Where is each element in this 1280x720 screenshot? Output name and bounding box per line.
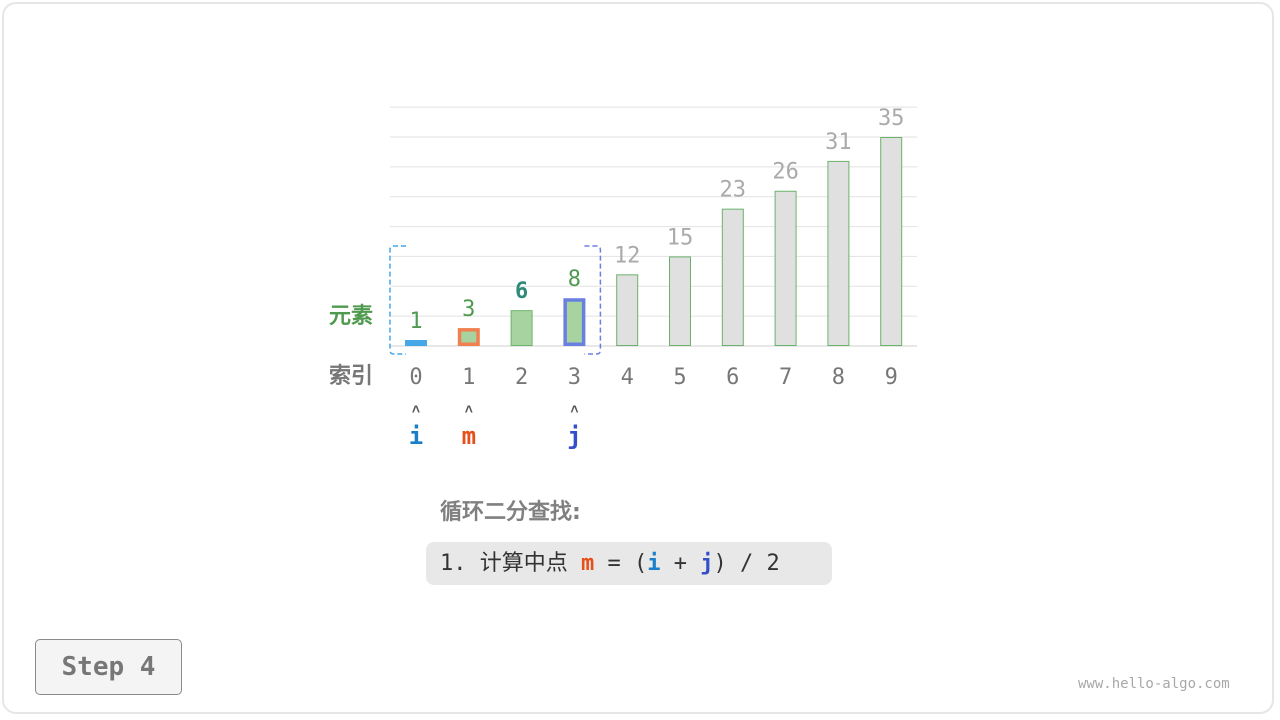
watermark: www.hello-algo.com [1078,676,1230,692]
index-label-7: 7 [779,365,792,390]
index-label-4: 4 [621,365,634,390]
index-label-6: 6 [726,365,739,390]
pointer-arrow-i: ˄ [412,402,420,418]
index-label-0: 0 [409,365,422,390]
value-label-3: 8 [568,267,581,292]
index-label-9: 9 [885,365,898,390]
value-label-4: 12 [614,243,641,268]
bar-9 [880,137,903,346]
value-label-8: 31 [825,130,852,155]
row-label-index: 索引 [329,364,373,389]
formula-plus: + [660,551,701,576]
step-button[interactable]: Step 4 [35,639,182,695]
pointer-j: j [567,422,581,450]
value-label-6: 23 [720,178,747,203]
pointer-arrow-m: ˄ [465,402,473,418]
bar-5 [669,256,691,346]
formula-i: i [647,551,661,576]
value-label-1: 3 [462,297,475,322]
formula-j: j [700,551,714,576]
range-bracket-left [389,245,406,355]
bar-8 [827,160,850,346]
index-label-3: 3 [568,365,581,390]
value-label-7: 26 [772,160,799,185]
pointer-m: m [462,422,476,450]
bar-2 [510,310,533,346]
bar-6 [721,208,744,346]
formula-suffix: ) / 2 [713,551,780,576]
index-label-2: 2 [515,365,528,390]
index-label-5: 5 [673,365,686,390]
row-label-elements: 元素 [329,303,373,329]
formula-box: 1. 计算中点 m = (i + j) / 2 [426,542,832,585]
pointer-arrow-j: ˄ [570,402,578,418]
pointer-i: i [409,422,423,450]
bar-1 [457,328,480,347]
formula-eq: = ( [594,551,648,576]
bar-7 [774,190,797,346]
formula-m: m [580,551,595,576]
formula-prefix: 1. 计算中点 [440,551,581,576]
range-bracket-right [584,245,602,355]
value-label-0: 1 [409,309,422,334]
value-label-9: 35 [878,106,905,131]
caption-title: 循环二分查找: [440,500,581,525]
bar-0 [405,340,427,346]
index-label-8: 8 [832,365,845,390]
value-label-5: 15 [667,225,694,250]
bar-3 [563,298,586,347]
bar-4 [616,274,639,347]
index-label-1: 1 [462,365,475,390]
value-label-2: 6 [515,279,528,304]
